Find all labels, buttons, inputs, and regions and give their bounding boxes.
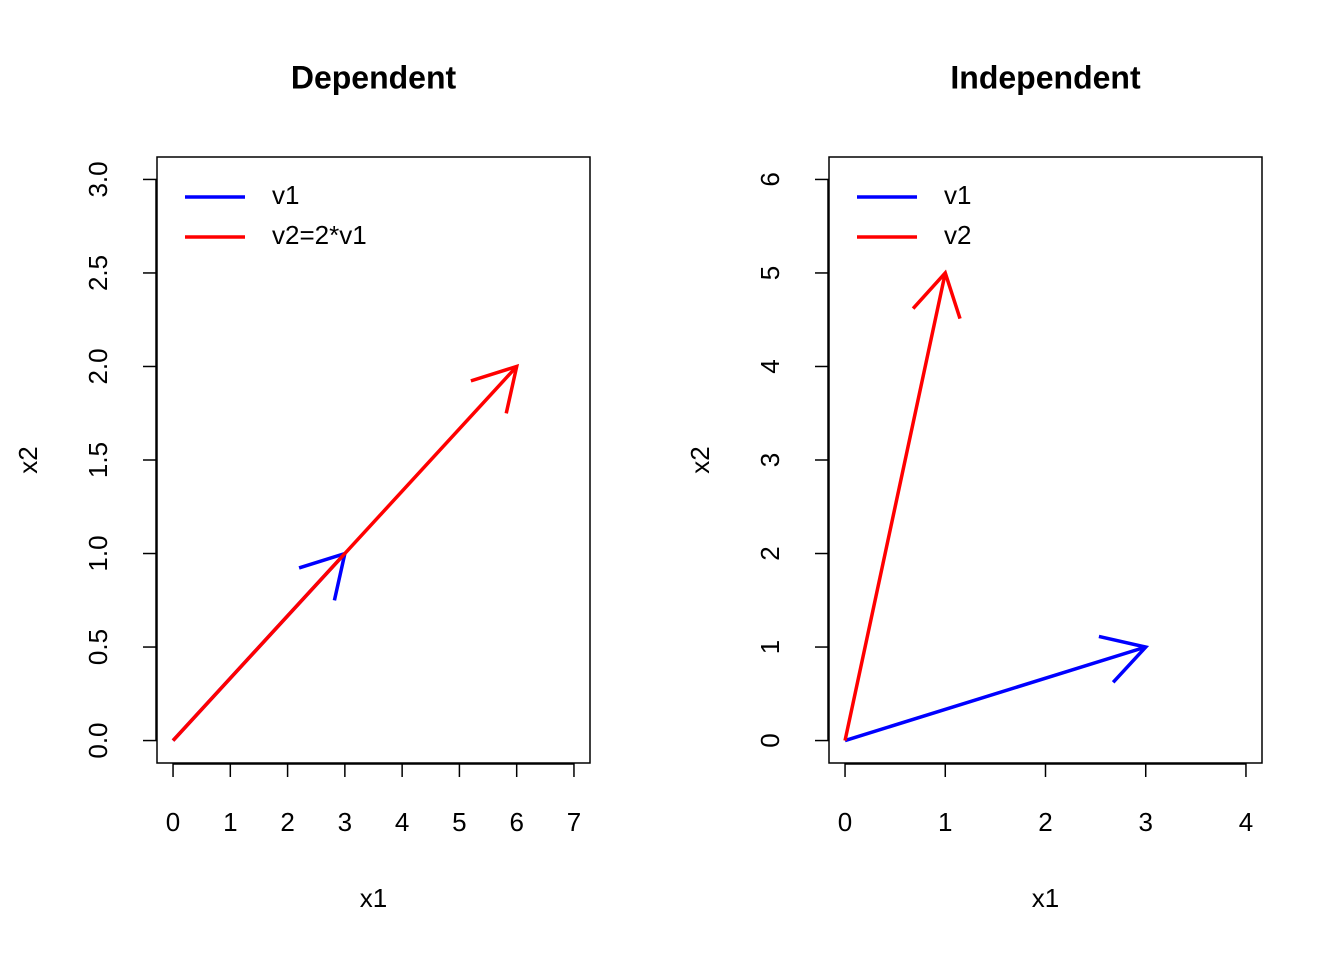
- y-tick-label: 5: [755, 266, 785, 280]
- y-axis-label: x2: [13, 446, 43, 473]
- y-tick-label: 2.0: [83, 348, 113, 384]
- arrow-head: [911, 269, 962, 320]
- x-tick-label: 2: [1038, 807, 1052, 837]
- y-tick-label: 4: [755, 359, 785, 373]
- x-tick-label: 1: [938, 807, 952, 837]
- chart-title: Dependent: [291, 59, 457, 95]
- x-tick-label: 2: [280, 807, 294, 837]
- x-tick-label: 7: [567, 807, 581, 837]
- y-tick-label: 6: [755, 172, 785, 186]
- x-tick-label: 3: [338, 807, 352, 837]
- y-tick-label: 3.0: [83, 161, 113, 197]
- x-axis-label: x1: [1032, 883, 1059, 913]
- y-tick-label: 1: [755, 640, 785, 654]
- y-tick-label: 2: [755, 546, 785, 560]
- legend-label: v1: [272, 180, 299, 210]
- x-tick-label: 4: [1239, 807, 1253, 837]
- x-tick-label: 6: [509, 807, 523, 837]
- legend-label: v2=2*v1: [272, 220, 367, 250]
- legend-label: v1: [944, 180, 971, 210]
- y-tick-label: 0.5: [83, 629, 113, 665]
- vector-arrow: [844, 645, 1147, 743]
- legend-label: v2: [944, 220, 971, 250]
- y-tick-label: 1.5: [83, 442, 113, 478]
- y-tick-label: 0: [755, 733, 785, 747]
- x-tick-label: 0: [838, 807, 852, 837]
- plot-frame: [828, 156, 1263, 764]
- x-tick-label: 1: [223, 807, 237, 837]
- arrow-head: [1098, 634, 1150, 684]
- arrow-head: [470, 363, 520, 414]
- vector-arrow: [843, 272, 947, 741]
- y-tick-label: 2.5: [83, 255, 113, 291]
- y-axis-label: x2: [685, 446, 715, 473]
- x-axis-label: x1: [360, 883, 387, 913]
- y-tick-label: 0.0: [83, 722, 113, 758]
- y-tick-label: 3: [755, 453, 785, 467]
- x-tick-label: 5: [452, 807, 466, 837]
- x-tick-label: 4: [395, 807, 409, 837]
- plot-frame: [156, 156, 591, 764]
- y-tick-label: 1.0: [83, 535, 113, 571]
- x-tick-label: 0: [166, 807, 180, 837]
- x-tick-label: 3: [1138, 807, 1152, 837]
- chart-title: Independent: [950, 59, 1141, 95]
- vector-arrow: [171, 365, 518, 742]
